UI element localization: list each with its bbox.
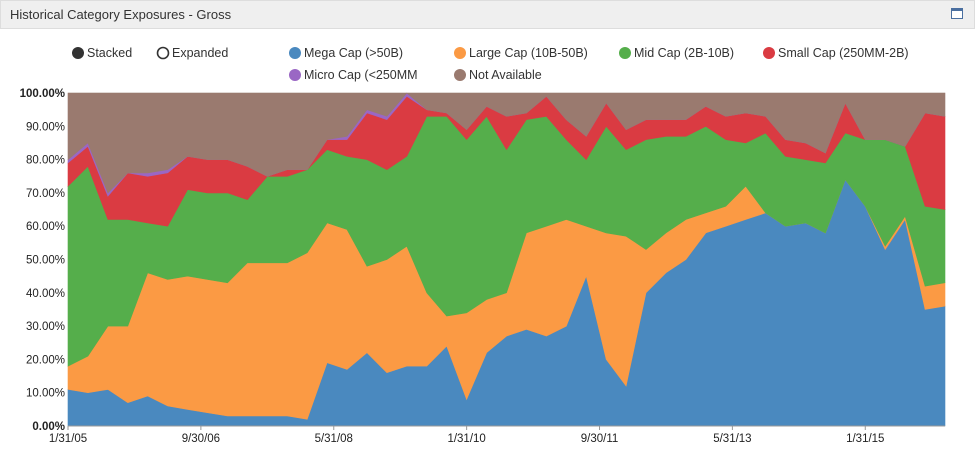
y-tick-label: 50.00% bbox=[26, 255, 65, 267]
y-tick-label: 0.00% bbox=[32, 421, 65, 433]
series-area bbox=[67, 92, 946, 194]
legend: Mega Cap (>50B) Large Cap (10B-50B) Mid Ca… bbox=[289, 46, 909, 82]
x-tick-label: 5/31/13 bbox=[713, 433, 751, 445]
stacked-radio[interactable]: Stacked bbox=[72, 46, 132, 60]
panel-title: Historical Category Exposures - Gross bbox=[10, 7, 232, 22]
x-tick-label: 1/31/05 bbox=[49, 433, 87, 445]
stacked-radio-dot[interactable] bbox=[72, 47, 84, 59]
legend-label: Not Available bbox=[469, 68, 542, 82]
legend-swatch[interactable] bbox=[454, 69, 466, 81]
y-tick-label: 80.00% bbox=[26, 155, 65, 167]
legend-label: Mega Cap (>50B) bbox=[304, 46, 403, 60]
y-axis: 0.00% 10.00% 20.00% 30.00% 40.00% 50.00% 60.00… bbox=[20, 88, 65, 433]
y-tick-label: 30.00% bbox=[26, 321, 65, 333]
y-tick-label: 90.00% bbox=[26, 121, 65, 133]
stacked-label: Stacked bbox=[87, 46, 132, 60]
x-tick-label: 9/30/06 bbox=[182, 433, 220, 445]
legend-item[interactable]: Large Cap (10B-50B) bbox=[454, 46, 588, 60]
y-tick-label: 40.00% bbox=[26, 288, 65, 300]
plot-areas bbox=[67, 92, 946, 427]
expanded-radio[interactable]: Expanded bbox=[156, 46, 229, 60]
legend-swatch[interactable] bbox=[454, 47, 466, 59]
x-tick-label: 9/30/11 bbox=[581, 433, 619, 445]
y-tick-label: 100.00% bbox=[20, 88, 65, 100]
legend-swatch[interactable] bbox=[763, 47, 775, 59]
y-tick-label: 10.00% bbox=[26, 388, 65, 400]
legend-item[interactable]: Micro Cap (<250MM bbox=[289, 68, 418, 82]
y-tick-label: 20.00% bbox=[26, 354, 65, 366]
legend-item[interactable]: Not Available bbox=[454, 68, 542, 82]
y-tick-label: 70.00% bbox=[26, 188, 65, 200]
legend-swatch[interactable] bbox=[289, 47, 301, 59]
expanded-radio-dot[interactable] bbox=[156, 46, 170, 60]
legend-item[interactable]: Mega Cap (>50B) bbox=[289, 46, 403, 60]
legend-label: Mid Cap (2B-10B) bbox=[634, 46, 734, 60]
x-tick-label: 1/31/15 bbox=[846, 433, 884, 445]
x-tick-label: 1/31/10 bbox=[447, 433, 485, 445]
panel-header: Historical Category Exposures - Gross bbox=[0, 0, 975, 29]
legend-item[interactable]: Mid Cap (2B-10B) bbox=[619, 46, 734, 60]
legend-label: Large Cap (10B-50B) bbox=[469, 46, 588, 60]
legend-swatch[interactable] bbox=[289, 69, 301, 81]
legend-item[interactable]: Small Cap (250MM-2B) bbox=[763, 46, 909, 60]
legend-swatch[interactable] bbox=[619, 47, 631, 59]
x-tick-label: 5/31/08 bbox=[315, 433, 353, 445]
maximize-icon[interactable] bbox=[951, 8, 963, 19]
legend-label: Micro Cap (<250MM bbox=[304, 68, 418, 82]
y-tick-label: 60.00% bbox=[26, 221, 65, 233]
x-axis: 1/31/05 9/30/06 5/31/08 1/31/10 9/30/11 5/31/… bbox=[49, 425, 945, 445]
expanded-label: Expanded bbox=[172, 46, 228, 60]
legend-label: Small Cap (250MM-2B) bbox=[778, 46, 909, 60]
